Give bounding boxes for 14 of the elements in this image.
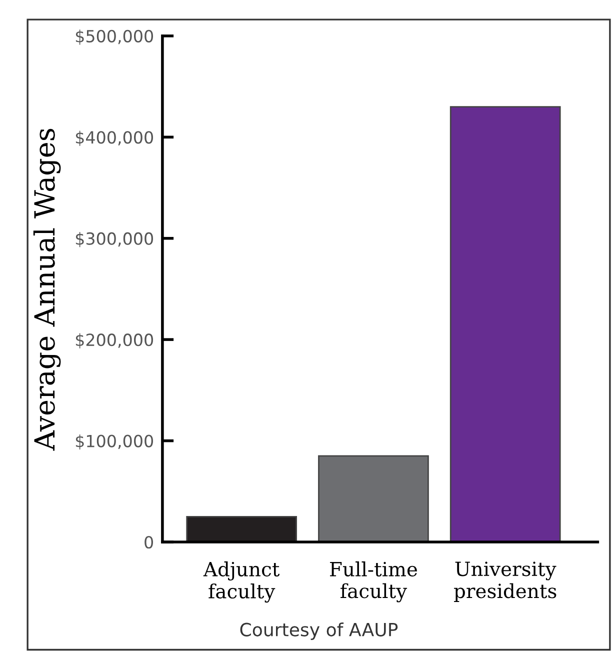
y-tick-label: $100,000: [76, 434, 154, 450]
x-tick-label: Full-time faculty: [330, 561, 417, 602]
y-tick-label: $500,000: [76, 30, 154, 45]
text: Courtesy of AAUP: [240, 622, 398, 640]
x-tick-label: Adjunct faculty: [203, 561, 280, 603]
bar: [450, 106, 561, 542]
y-tick-label: $300,000: [76, 232, 154, 248]
bar: [186, 516, 298, 542]
x-tick-label: University presidents: [454, 562, 556, 602]
y-tick-label: 0: [144, 536, 154, 549]
bar: [318, 455, 429, 542]
y-tick-label: $400,000: [76, 130, 154, 146]
y-axis-title: Average Annual Wages: [33, 128, 61, 451]
y-tick-label: $200,000: [76, 333, 154, 348]
